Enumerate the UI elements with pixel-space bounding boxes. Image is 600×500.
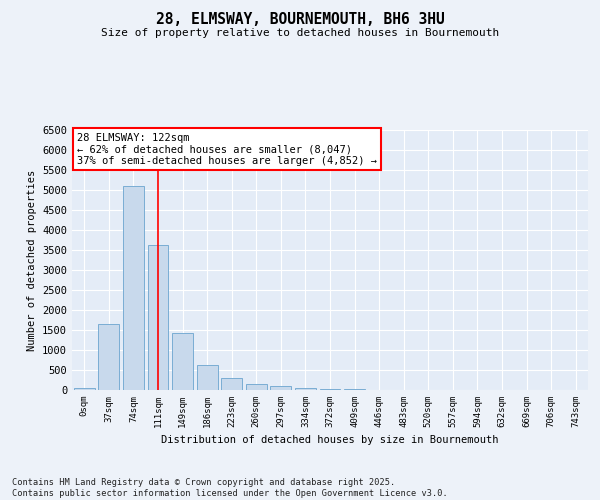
Text: Size of property relative to detached houses in Bournemouth: Size of property relative to detached ho… — [101, 28, 499, 38]
Bar — [295, 388, 316, 390]
Bar — [123, 186, 144, 390]
Bar — [197, 365, 218, 390]
Bar — [98, 324, 119, 390]
Bar — [148, 245, 169, 390]
Bar — [172, 333, 193, 390]
Text: 28 ELMSWAY: 122sqm
← 62% of detached houses are smaller (8,047)
37% of semi-deta: 28 ELMSWAY: 122sqm ← 62% of detached hou… — [77, 132, 377, 166]
Bar — [74, 388, 95, 390]
Text: Contains HM Land Registry data © Crown copyright and database right 2025.
Contai: Contains HM Land Registry data © Crown c… — [12, 478, 448, 498]
Bar — [246, 384, 267, 390]
X-axis label: Distribution of detached houses by size in Bournemouth: Distribution of detached houses by size … — [161, 436, 499, 446]
Bar — [320, 389, 340, 390]
Bar — [271, 386, 292, 390]
Text: 28, ELMSWAY, BOURNEMOUTH, BH6 3HU: 28, ELMSWAY, BOURNEMOUTH, BH6 3HU — [155, 12, 445, 28]
Bar — [221, 378, 242, 390]
Y-axis label: Number of detached properties: Number of detached properties — [26, 170, 37, 350]
